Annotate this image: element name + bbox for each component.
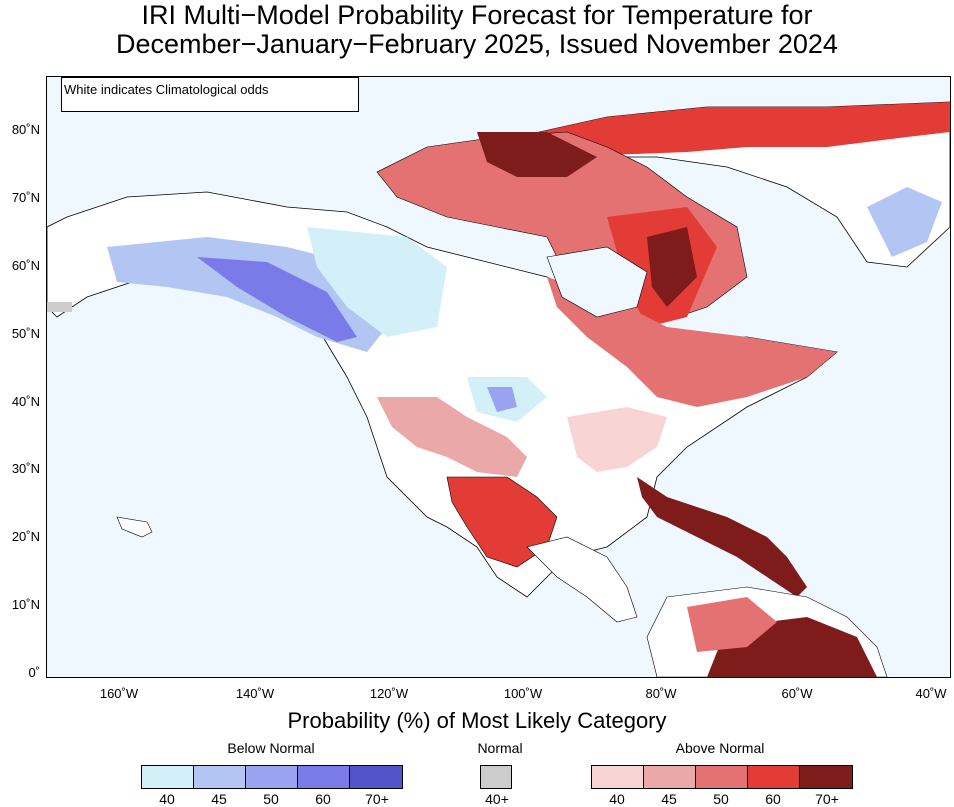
legend-above-swatch-1 [591, 765, 644, 789]
title-line-2: December−January−February 2025, Issued N… [116, 29, 838, 59]
legend-below-swatch-3 [245, 765, 298, 789]
mexico-warm [446, 476, 558, 568]
legend-normal-title: Normal [477, 740, 523, 756]
legend-above-tick-2: 45 [661, 791, 677, 807]
legend-below-swatch-4 [297, 765, 350, 789]
lon-label-140w: 140˚W [235, 686, 275, 701]
legend-above-tick-5: 70+ [815, 791, 839, 807]
caribbean-hot [637, 477, 807, 597]
lat-label-20n: 20˚N [11, 529, 40, 544]
lat-label-0: 0˚ [28, 665, 40, 680]
hawaii [116, 516, 153, 538]
lat-label-80n: 80˚N [11, 122, 40, 137]
legend-below-tick-2: 45 [211, 791, 227, 807]
normal-spot [47, 302, 72, 312]
title-line-1: IRI Multi−Model Probability Forecast for… [141, 0, 813, 30]
legend-normal-swatch [480, 765, 512, 789]
lon-label-100w: 100˚W [503, 686, 543, 701]
legend-above-tick-1: 40 [609, 791, 625, 807]
alaska-coast-cool [197, 257, 357, 342]
greenland-east-cool [867, 187, 942, 257]
lat-label-50n: 50˚N [11, 326, 40, 341]
south-america-warm [687, 597, 777, 652]
legend-above-tick-3: 50 [713, 791, 729, 807]
climatology-note: White indicates Climatological odds [61, 77, 359, 112]
lat-label-10n: 10˚N [11, 597, 40, 612]
arctic-islands-hot [477, 132, 597, 177]
lon-label-40w: 40˚W [915, 686, 947, 701]
legend-below-title: Below Normal [227, 740, 315, 756]
legend-below-tick-4: 60 [315, 791, 331, 807]
lat-label-30n: 30˚N [11, 461, 40, 476]
lat-label-60n: 60˚N [11, 258, 40, 273]
forecast-map [46, 76, 951, 678]
labrador-core [647, 227, 697, 307]
legend-title: Probability (%) of Most Likely Category [287, 708, 667, 733]
lon-label-60w: 60˚W [781, 686, 813, 701]
legend-above-swatch-3 [695, 765, 748, 789]
legend-below-swatch-2 [193, 765, 246, 789]
us-central-core-cool [487, 387, 517, 412]
lon-label-120w: 120˚W [369, 686, 409, 701]
lon-label-80w: 80˚W [645, 686, 677, 701]
legend-above-swatch-5 [799, 765, 853, 789]
legend-above-title: Above Normal [675, 740, 765, 756]
lat-label-70n: 70˚N [11, 190, 40, 205]
western-canada-cool [307, 227, 447, 337]
legend-below-tick-5: 70+ [365, 791, 389, 807]
legend-above-tick-4: 60 [765, 791, 781, 807]
legend-below-swatch-1 [141, 765, 194, 789]
legend-normal-tick: 40+ [485, 791, 509, 807]
greenland-north-warm [517, 102, 950, 155]
legend-below-tick-1: 40 [159, 791, 175, 807]
us-southwest-warm [377, 397, 527, 477]
map-canvas [47, 101, 950, 677]
legend-below-tick-3: 50 [263, 791, 279, 807]
lon-label-160w: 160˚W [99, 686, 139, 701]
lat-label-40n: 40˚N [11, 394, 40, 409]
legend-above-swatch-2 [643, 765, 696, 789]
us-southeast-warm [567, 407, 667, 472]
hudson-bay [546, 246, 648, 318]
legend-below-swatch-5 [349, 765, 403, 789]
legend-above-swatch-4 [747, 765, 800, 789]
central-america [526, 536, 638, 623]
